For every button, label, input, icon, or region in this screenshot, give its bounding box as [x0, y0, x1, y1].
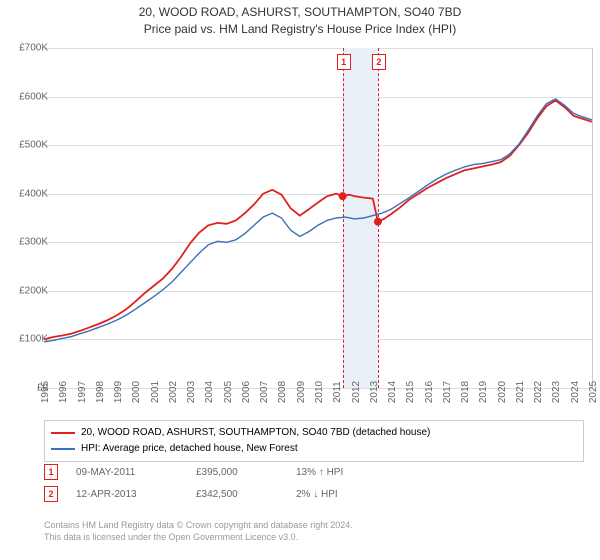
x-axis-label: 2010	[314, 381, 325, 403]
transaction-date: 09-MAY-2011	[76, 467, 196, 478]
marker-box-1: 1	[337, 54, 351, 70]
x-axis-label: 2014	[387, 381, 398, 403]
title-subtitle: Price paid vs. HM Land Registry's House …	[0, 21, 600, 38]
legend-item-price-paid: 20, WOOD ROAD, ASHURST, SOUTHAMPTON, SO4…	[51, 425, 577, 441]
y-axis-label: £300K	[19, 237, 48, 248]
x-axis-label: 2007	[259, 381, 270, 403]
x-axis-label: 2004	[204, 381, 215, 403]
footer-line2: This data is licensed under the Open Gov…	[44, 532, 584, 544]
marker-dot	[339, 192, 347, 200]
legend-label-price-paid: 20, WOOD ROAD, ASHURST, SOUTHAMPTON, SO4…	[81, 425, 430, 441]
x-axis-label: 2019	[478, 381, 489, 403]
series-price_paid	[44, 100, 592, 339]
series-hpi	[44, 99, 592, 342]
x-axis-label: 2016	[424, 381, 435, 403]
transaction-row-1: 1 09-MAY-2011£395,00013% ↑ HPI	[44, 464, 584, 480]
y-axis-label: £200K	[19, 285, 48, 296]
chart-plot-area: 12	[44, 48, 593, 388]
x-axis-label: 2001	[150, 381, 161, 403]
x-axis-label: 1999	[113, 381, 124, 403]
y-axis-label: £400K	[19, 188, 48, 199]
marker-box-2: 2	[372, 54, 386, 70]
x-axis-label: 2011	[332, 381, 343, 403]
y-axis-label: £500K	[19, 140, 48, 151]
x-axis-label: 2005	[223, 381, 234, 403]
transaction-row-2: 2 12-APR-2013£342,5002% ↓ HPI	[44, 486, 584, 502]
footer-attribution: Contains HM Land Registry data © Crown c…	[44, 520, 584, 543]
legend-swatch-red	[51, 432, 75, 434]
transaction-price: £395,000	[196, 467, 296, 478]
x-axis-label: 2008	[277, 381, 288, 403]
legend-box: 20, WOOD ROAD, ASHURST, SOUTHAMPTON, SO4…	[44, 420, 584, 462]
x-axis-label: 2009	[296, 381, 307, 403]
y-axis-label: £100K	[19, 334, 48, 345]
title-block: 20, WOOD ROAD, ASHURST, SOUTHAMPTON, SO4…	[0, 0, 600, 38]
x-axis-label: 1998	[95, 381, 106, 403]
x-axis-label: 2002	[168, 381, 179, 403]
x-axis-label: 2012	[351, 381, 362, 403]
x-axis: 1995199619971998199920002001200220032004…	[44, 388, 592, 418]
x-axis-label: 2006	[241, 381, 252, 403]
x-axis-label: 1995	[40, 381, 51, 403]
transaction-pct: 13% ↑ HPI	[296, 467, 343, 478]
x-axis-label: 2023	[551, 381, 562, 403]
transaction-marker-2: 2	[44, 486, 58, 502]
footer-line1: Contains HM Land Registry data © Crown c…	[44, 520, 584, 532]
x-axis-label: 2015	[405, 381, 416, 403]
x-axis-label: 2021	[515, 381, 526, 403]
transaction-price: £342,500	[196, 489, 296, 500]
transaction-pct: 2% ↓ HPI	[296, 489, 338, 500]
x-axis-label: 2017	[442, 381, 453, 403]
transaction-date: 12-APR-2013	[76, 489, 196, 500]
title-address: 20, WOOD ROAD, ASHURST, SOUTHAMPTON, SO4…	[0, 4, 600, 21]
x-axis-label: 2024	[570, 381, 581, 403]
x-axis-label: 2013	[369, 381, 380, 403]
x-axis-label: 2022	[533, 381, 544, 403]
chart-container: 20, WOOD ROAD, ASHURST, SOUTHAMPTON, SO4…	[0, 0, 600, 560]
x-axis-label: 2018	[460, 381, 471, 403]
y-axis-label: £700K	[19, 43, 48, 54]
chart-lines-svg	[44, 48, 592, 388]
x-axis-label: 1997	[77, 381, 88, 403]
x-axis-label: 2025	[588, 381, 599, 403]
y-axis-label: £600K	[19, 91, 48, 102]
legend-item-hpi: HPI: Average price, detached house, New …	[51, 441, 577, 457]
x-axis-label: 2020	[497, 381, 508, 403]
x-axis-label: 1996	[58, 381, 69, 403]
legend-label-hpi: HPI: Average price, detached house, New …	[81, 441, 298, 457]
x-axis-label: 2000	[131, 381, 142, 403]
marker-dot	[374, 218, 382, 226]
transaction-marker-1: 1	[44, 464, 58, 480]
legend-swatch-blue	[51, 448, 75, 450]
x-axis-label: 2003	[186, 381, 197, 403]
